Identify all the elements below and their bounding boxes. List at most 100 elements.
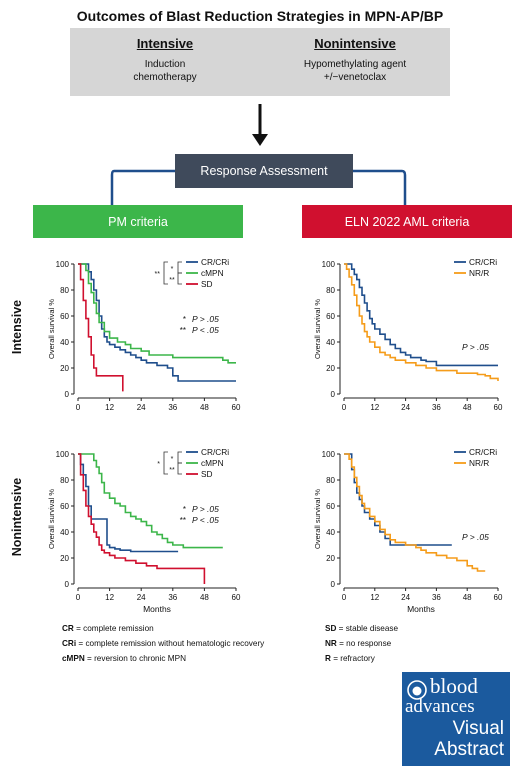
p-value-note: P > .05 xyxy=(462,342,489,352)
series-line-sd xyxy=(78,263,124,392)
x-tick-label: 0 xyxy=(342,593,347,602)
response-assessment-box: Response Assessment xyxy=(175,154,353,188)
y-tick-label: 80 xyxy=(60,476,69,485)
x-tick-label: 48 xyxy=(463,403,472,410)
page-title: Outcomes of Blast Reduction Strategies i… xyxy=(76,8,444,24)
x-tick-label: 60 xyxy=(494,593,503,602)
y-tick-label: 100 xyxy=(56,450,70,459)
series-line-cr-cri xyxy=(344,453,452,546)
bracket-label: ** xyxy=(169,467,175,474)
bracket-label: ** xyxy=(169,277,175,284)
bracket-label: * xyxy=(171,456,174,463)
x-tick-label: 60 xyxy=(232,593,241,602)
y-tick-label: 20 xyxy=(60,554,69,563)
p-value-note: P < .05 xyxy=(192,515,219,525)
eln-criteria-box: ELN 2022 AML criteria xyxy=(302,205,512,238)
bracket-outer xyxy=(163,451,168,475)
series-line-sd xyxy=(78,453,206,584)
nonintensive-desc-line2: +/−venetoclax xyxy=(323,72,387,83)
y-tick-label: 100 xyxy=(322,260,336,269)
footnote-nr: NR = no response xyxy=(325,639,392,648)
bracket-inner-bottom xyxy=(177,272,182,285)
y-tick-label: 100 xyxy=(56,260,70,269)
y-tick-label: 20 xyxy=(326,554,335,563)
note-stars: ** xyxy=(180,516,186,525)
x-tick-label: 60 xyxy=(232,403,241,410)
series-line-cmpn xyxy=(78,263,236,364)
down-arrow-head xyxy=(252,134,268,146)
y-tick-label: 0 xyxy=(331,390,336,399)
nonintensive-desc-line1: Hypomethylating agent xyxy=(303,59,407,70)
x-tick-label: 0 xyxy=(76,403,81,410)
x-tick-label: 12 xyxy=(105,403,114,410)
y-tick-label: 0 xyxy=(65,390,70,399)
x-tick-label: 36 xyxy=(432,403,441,410)
nonintensive-strategy: Nonintensive Hypomethylating agent +/−ve… xyxy=(275,36,435,84)
row-label-nonintensive: Nonintensive xyxy=(10,477,24,557)
bracket-label: * xyxy=(171,266,174,273)
x-tick-label: 0 xyxy=(342,403,347,410)
x-tick-label: 48 xyxy=(200,593,209,602)
legend-label: NR/R xyxy=(469,458,489,468)
right-connector xyxy=(353,169,407,205)
bracket-label: ** xyxy=(155,271,161,278)
x-axis-label: Months xyxy=(143,604,171,614)
y-tick-label: 40 xyxy=(60,528,69,537)
note-stars: * xyxy=(183,505,186,514)
y-tick-label: 0 xyxy=(65,580,70,589)
logo-line4: Abstract xyxy=(434,739,504,760)
series-line-cr-cri xyxy=(78,453,179,553)
note-stars: * xyxy=(183,315,186,324)
footnote-sd: SD = stable disease xyxy=(325,624,399,633)
legend-label: cMPN xyxy=(201,268,224,278)
intensive-desc-line2: chemotherapy xyxy=(133,72,197,83)
y-tick-label: 80 xyxy=(326,286,335,295)
x-tick-label: 12 xyxy=(105,593,114,602)
y-tick-label: 80 xyxy=(60,286,69,295)
y-tick-label: 20 xyxy=(326,364,335,373)
logo-line3: Visual xyxy=(452,718,504,739)
p-value-note: P < .05 xyxy=(192,325,219,335)
y-tick-label: 40 xyxy=(326,338,335,347)
p-value-note: P > .05 xyxy=(192,314,219,324)
legend-label: CR/CRi xyxy=(469,447,497,457)
legend-label: cMPN xyxy=(201,458,224,468)
y-tick-label: 100 xyxy=(322,450,336,459)
chart-pm-nonintensive: 0 20 40 60 80 100 0 12 24 36 48 60 Months Overall sur… xyxy=(47,447,241,614)
x-tick-label: 12 xyxy=(370,403,379,410)
footnote-cr: CR = complete remission xyxy=(62,624,154,633)
nonintensive-heading: Nonintensive xyxy=(314,36,396,51)
logo-line2: advances xyxy=(405,696,475,717)
row-label-intensive: Intensive xyxy=(10,299,24,355)
intensive-strategy: Intensive Induction chemotherapy xyxy=(90,36,240,84)
journal-logo: blood advances Visual Abstract xyxy=(402,672,510,766)
y-tick-label: 60 xyxy=(326,502,335,511)
legend-label: SD xyxy=(201,469,213,479)
legend-label: CR/CRi xyxy=(201,447,229,457)
legend-label: SD xyxy=(201,279,213,289)
legend-label: CR/CRi xyxy=(469,257,497,267)
x-tick-label: 48 xyxy=(463,593,472,602)
p-value-note: P > .05 xyxy=(462,532,489,542)
series-line-cmpn xyxy=(78,453,223,549)
y-tick-label: 80 xyxy=(326,476,335,485)
y-tick-label: 40 xyxy=(60,338,69,347)
series-line-nr-r xyxy=(344,263,499,381)
y-tick-label: 0 xyxy=(331,580,336,589)
bracket-inner-top xyxy=(177,261,182,274)
x-tick-label: 24 xyxy=(401,593,410,602)
strategy-box: Intensive Induction chemotherapy Noninte… xyxy=(70,28,450,96)
p-value-note: P > .05 xyxy=(192,504,219,514)
x-tick-label: 0 xyxy=(76,593,81,602)
legend-label: NR/R xyxy=(469,268,489,278)
y-axis-label: Overall survival % xyxy=(313,299,322,359)
bracket-inner-bottom xyxy=(177,462,182,475)
blood-drop-icon xyxy=(407,680,427,700)
footnote-cri: CRi = complete remission without hematol… xyxy=(62,639,265,648)
legend-label: CR/CRi xyxy=(201,257,229,267)
bracket-inner-top xyxy=(177,451,182,464)
y-tick-label: 60 xyxy=(60,502,69,511)
